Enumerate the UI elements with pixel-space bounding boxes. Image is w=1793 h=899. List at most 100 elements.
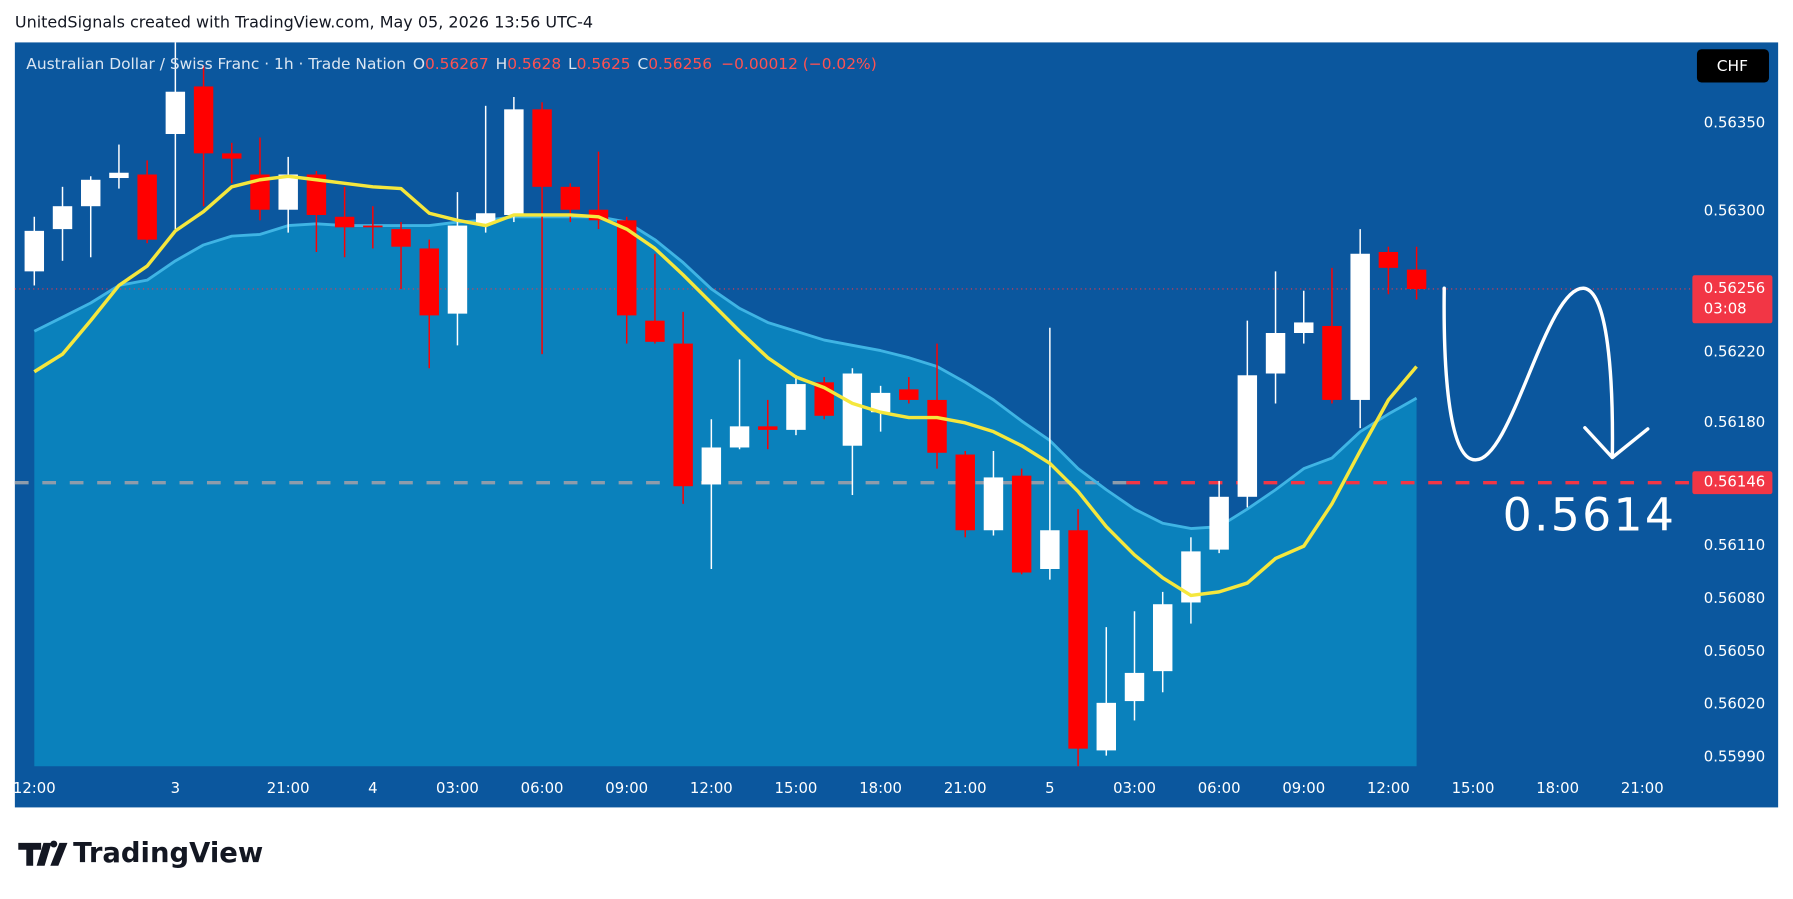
candle-body [616,220,637,316]
x-tick-label: 18:00 [1536,779,1579,797]
currency: CHF [1717,57,1748,75]
countdown: 03:08 [1704,300,1747,318]
candle-body [504,109,524,216]
candle-body [250,174,270,210]
y-tick-label: 0.56110 [1704,536,1765,554]
candle-body [532,109,552,187]
ma-line [33,215,1418,530]
candle-body [842,373,863,446]
candle-body [109,172,129,179]
candle-body [729,426,750,448]
x-tick-label: 15:00 [775,779,818,797]
y-tick-label: 0.56020 [1704,695,1765,713]
ohlc-value: 0.5625 [577,55,631,73]
candle-body [193,86,214,154]
y-tick-label: 0.56300 [1704,201,1765,219]
level-badge [1692,471,1773,495]
candle-body [758,426,778,430]
x-tick-label: 06:00 [521,779,564,797]
candle-body [1378,251,1399,268]
header-title: UnitedSignals created with TradingView.c… [15,12,593,31]
ohlc-value: 0.56256 [648,55,712,73]
x-tick-label: 15:00 [1452,779,1495,797]
x-tick-label: 3 [171,779,180,797]
x-tick-label: 18:00 [859,779,902,797]
x-tick-label: 21:00 [267,779,310,797]
y-tick-label: 0.56350 [1704,113,1765,131]
candle-body [701,447,722,485]
x-tick-label: 12:00 [690,779,733,797]
x-tick-label: 12:00 [13,779,56,797]
change: −0.00012 (−0.02%) [721,55,877,73]
drawn-arrow [1442,286,1650,462]
y-tick-label: 0.56220 [1704,342,1765,360]
brand: TradingView [73,838,263,869]
level-label: 0.56146 [1704,473,1765,491]
candle-body [24,230,45,272]
x-tick-label: 03:00 [436,779,479,797]
candle-body [306,174,327,216]
candle-body [1265,333,1286,374]
candle-body [475,213,496,224]
y-tick-label: 0.56180 [1704,413,1765,431]
x-tick-label: 21:00 [1621,779,1664,797]
x-tick-label: 21:00 [944,779,987,797]
candle-body [899,389,919,400]
price-axis: 12:00 3 21:00 4 03:00 06:00 09:00 12:00 15:00 18:… [13,113,1773,797]
x-tick-label: 4 [368,779,377,797]
candle-body [1209,496,1229,550]
symbol: Australian Dollar / Swiss Franc · 1h · T… [26,55,406,73]
ohlc-label: C [637,55,648,73]
legend: Australian Dollar / Swiss Franc · 1h · T… [26,55,876,73]
candle-body [391,229,411,247]
x-tick-label: 12:00 [1367,779,1410,797]
y-tick-label: 0.56050 [1704,642,1765,660]
candle-body [1096,702,1117,751]
candle-body [983,477,1004,531]
candle-body [137,174,157,240]
ohlc-label: O [413,55,425,73]
candle-body [1350,253,1370,400]
y-tick-label: 0.55990 [1704,747,1765,765]
candle-body [1040,530,1060,569]
ma-line [33,174,1418,598]
x-tick-label: 06:00 [1198,779,1241,797]
candle-body [334,216,355,228]
x-tick-label: 09:00 [1282,779,1325,797]
candle-body [1152,604,1173,672]
candle-body [1406,269,1427,289]
ohlc-label: L [568,55,577,73]
ohlc-value: 0.56267 [425,55,489,73]
candle-body [1011,475,1032,573]
price-badge [1692,275,1773,324]
candle-body [363,225,383,228]
candle-body [1322,325,1342,400]
candle-body [1181,551,1201,603]
candle-body [222,153,242,159]
candle-body [786,384,806,430]
x-tick-label: 03:00 [1113,779,1156,797]
candle-body [588,209,609,221]
candle-body [278,174,298,210]
ohlc-value: 0.5628 [507,55,561,73]
candle-body [1068,530,1088,749]
candle-body [81,179,101,207]
plot [14,42,1691,767]
ohlc-label: H [496,55,508,73]
candle-body [165,91,186,134]
price-label: 0.56256 [1704,279,1765,297]
candle-body [1294,322,1314,334]
candle-body [1124,672,1145,702]
brand-logo [18,840,68,866]
candle-body [927,399,947,453]
x-tick-label: 5 [1045,779,1054,797]
candle-body [52,206,73,230]
candle-body [1237,375,1258,497]
candle-body [645,320,665,342]
candle-body [870,392,891,413]
y-tick-label: 0.56080 [1704,589,1765,607]
candle-body [955,454,975,531]
x-tick-label: 09:00 [605,779,648,797]
annotation: 0.5614 [1503,489,1677,542]
